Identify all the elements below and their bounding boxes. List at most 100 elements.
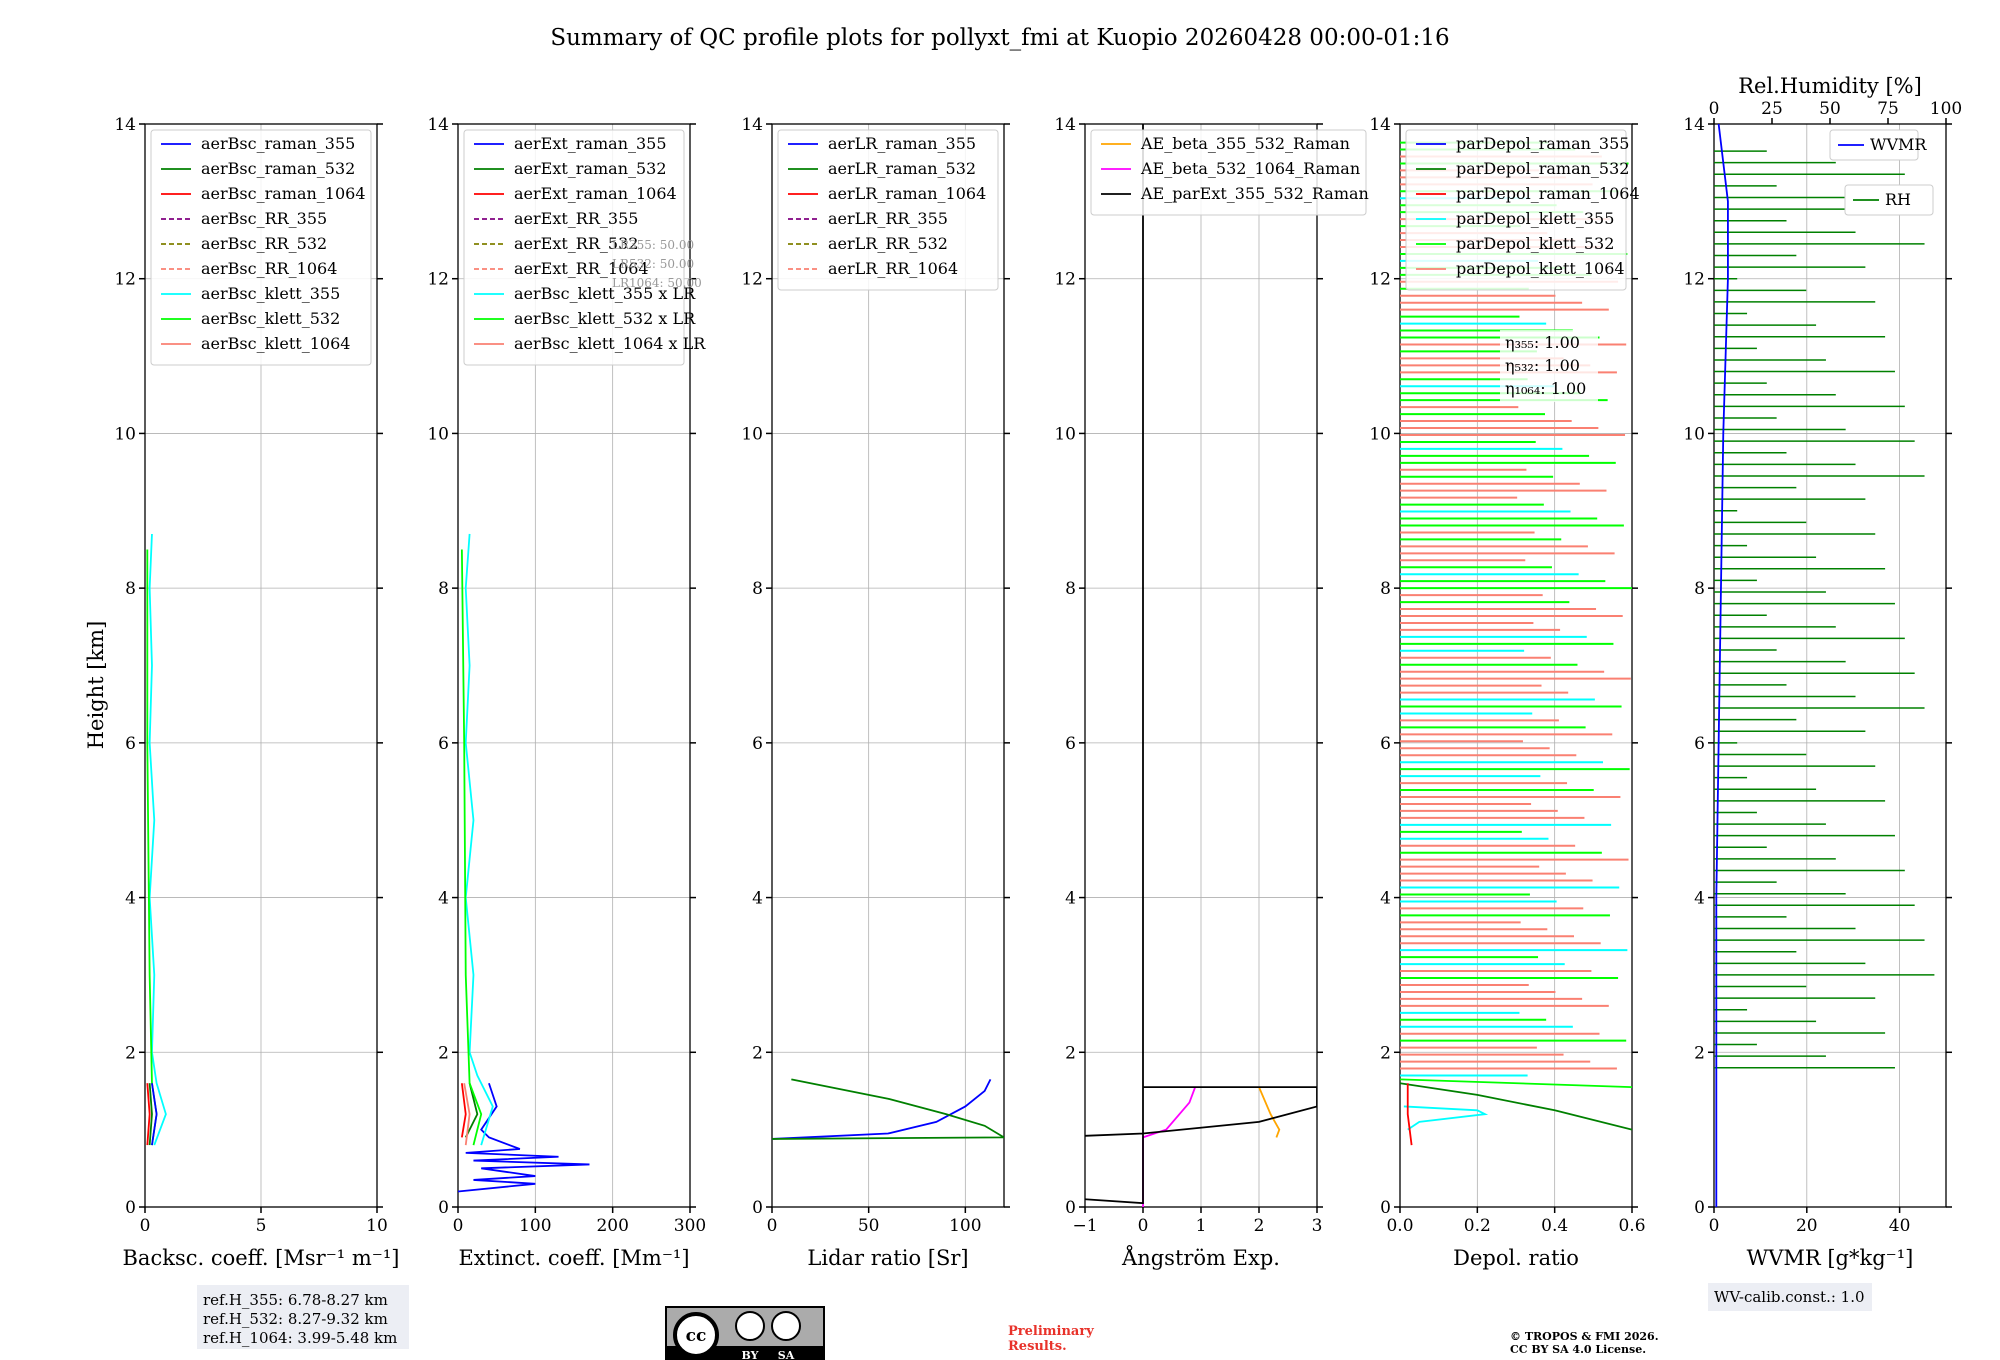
series-aerBsc_raman_1064 bbox=[146, 1083, 151, 1146]
figure-title: Summary of QC profile plots for pollyxt_… bbox=[550, 25, 1449, 51]
top-x-tick-label: 0 bbox=[1709, 99, 1720, 119]
series-aerLR_raman_355 bbox=[772, 1078, 992, 1140]
y-tick-label: 12 bbox=[1369, 270, 1391, 290]
cc-license-badge: cc BY SA bbox=[665, 1306, 825, 1360]
legend-label: aerBsc_klett_532 x LR bbox=[514, 309, 696, 328]
y-tick-label: 8 bbox=[438, 579, 449, 599]
y-tick-label: 6 bbox=[1065, 734, 1076, 754]
y-axis-label: Height [km] bbox=[84, 621, 108, 750]
legend-label: aerLR_raman_1064 bbox=[828, 184, 986, 203]
y-tick-label: 6 bbox=[125, 734, 136, 754]
ref-h-355: ref.H_355: 6.78-8.27 km bbox=[203, 1291, 388, 1309]
x-tick-label: 200 bbox=[596, 1216, 628, 1236]
plot-area bbox=[1400, 141, 1632, 1146]
results-label: Results. bbox=[1008, 1339, 1067, 1354]
legend-label: aerBsc_klett_532 bbox=[201, 309, 340, 328]
legend-label: AE_beta_532_1064_Raman bbox=[1140, 159, 1360, 178]
legend-label: aerBsc_RR_532 bbox=[201, 234, 327, 253]
y-tick-label: 4 bbox=[1694, 889, 1705, 909]
y-tick-label: 2 bbox=[752, 1043, 763, 1063]
y-tick-label: 14 bbox=[114, 115, 136, 135]
copyright-line-2: CC BY SA 4.0 License. bbox=[1510, 1343, 1646, 1356]
y-tick-label: 6 bbox=[752, 734, 763, 754]
plot-area bbox=[458, 533, 590, 1193]
legend-box bbox=[1405, 129, 1627, 291]
legend-label: aerBsc_klett_355 x LR bbox=[514, 284, 696, 303]
x-tick-label: 0.4 bbox=[1541, 1216, 1568, 1236]
y-tick-label: 8 bbox=[1065, 579, 1076, 599]
y-tick-label: 0 bbox=[125, 1198, 136, 1218]
y-tick-label: 10 bbox=[1369, 424, 1391, 444]
legend-box bbox=[463, 129, 685, 366]
series-parDepol_raman_1064 bbox=[1406, 1083, 1413, 1146]
legend-label: parDepol_raman_1064 bbox=[1456, 184, 1640, 203]
plot-area bbox=[1085, 124, 1317, 1207]
legend-box bbox=[777, 129, 999, 291]
y-tick-label: 12 bbox=[1054, 270, 1076, 290]
y-tick-label: 12 bbox=[741, 270, 763, 290]
x-tick-label: 300 bbox=[674, 1216, 706, 1236]
legend-label: aerBsc_klett_1064 x LR bbox=[514, 334, 706, 353]
y-tick-label: 4 bbox=[1380, 889, 1391, 909]
y-tick-label: 2 bbox=[1694, 1043, 1705, 1063]
x-tick-label: 0.2 bbox=[1464, 1216, 1491, 1236]
x-tick-label: 5 bbox=[256, 1216, 267, 1236]
y-tick-label: 2 bbox=[438, 1043, 449, 1063]
x-axis-label: Ångström Exp. bbox=[1121, 1245, 1280, 1270]
y-tick-label: 4 bbox=[438, 889, 449, 909]
series-parDepol_klett_355 bbox=[1403, 1105, 1489, 1131]
y-tick-label: 2 bbox=[125, 1043, 136, 1063]
x-tick-label: 100 bbox=[949, 1216, 981, 1236]
legend-label: aerExt_RR_355 bbox=[514, 209, 638, 228]
x-tick-label: 0.0 bbox=[1386, 1216, 1413, 1236]
y-tick-label: 10 bbox=[1054, 424, 1076, 444]
x-axis-label: WVMR [g*kg⁻¹] bbox=[1747, 1246, 1914, 1270]
y-tick-label: 0 bbox=[438, 1198, 449, 1218]
legend-label: aerExt_raman_532 bbox=[514, 159, 667, 178]
legend-label: aerBsc_RR_1064 bbox=[201, 259, 337, 278]
y-tick-label: 14 bbox=[427, 115, 449, 135]
top-x-tick-label: 25 bbox=[1761, 99, 1783, 119]
panel-1: 0 2 4 6 8 10 12 14 0 100 200 300 Extinct. coeff. [Mm… bbox=[427, 115, 706, 1270]
x-tick-label: 0 bbox=[767, 1216, 778, 1236]
plot-area bbox=[772, 1078, 1004, 1140]
series-WVMR bbox=[1715, 124, 1729, 1207]
axes-frame bbox=[1084, 123, 1318, 1208]
x-tick-label: 0 bbox=[453, 1216, 464, 1236]
x-tick-label: 100 bbox=[519, 1216, 551, 1236]
panel-4: 0 2 4 6 8 10 12 14 0.0 0.2 0.4 0.6 Depol. ratio parDe… bbox=[1369, 115, 1645, 1270]
panel-2: 0 2 4 6 8 10 12 14 0 50 100 Lidar ratio [Sr] aerLR_r… bbox=[741, 115, 1010, 1270]
lr-label: LR355: 50.00 bbox=[612, 238, 694, 252]
y-tick-label: 4 bbox=[1065, 889, 1076, 909]
lr-label: LR1064: 50.00 bbox=[612, 276, 702, 290]
y-tick-label: 10 bbox=[427, 424, 449, 444]
legend-box bbox=[1090, 129, 1367, 216]
eta-label: η₅₃₂: 1.00 bbox=[1505, 356, 1580, 375]
legend-label: parDepol_klett_355 bbox=[1456, 209, 1614, 228]
y-tick-label: 12 bbox=[114, 270, 136, 290]
legend-label: aerBsc_klett_355 bbox=[201, 284, 340, 303]
y-tick-label: 6 bbox=[1694, 734, 1705, 754]
y-tick-label: 0 bbox=[1380, 1198, 1391, 1218]
series-AE_beta_532_1064_Raman bbox=[1142, 1086, 1197, 1207]
y-tick-label: 10 bbox=[741, 424, 763, 444]
eta-label: η₃₅₅: 1.00 bbox=[1505, 333, 1580, 352]
series-aerLR_raman_532 bbox=[772, 1078, 1004, 1140]
series-aerExt_raman_1064 bbox=[460, 1083, 467, 1138]
ref-h-1064: ref.H_1064: 3.99-5.48 km bbox=[203, 1329, 397, 1347]
legend-label: aerBsc_raman_532 bbox=[201, 159, 355, 178]
x-tick-label: 0.6 bbox=[1618, 1216, 1645, 1236]
y-tick-label: 14 bbox=[1054, 115, 1076, 135]
legend-label: parDepol_klett_1064 bbox=[1456, 259, 1625, 278]
x-tick-label: 20 bbox=[1796, 1216, 1818, 1236]
legend-label: aerLR_RR_532 bbox=[828, 234, 948, 253]
wv-calib-box: WV-calib.const.: 1.0 bbox=[1708, 1283, 1872, 1311]
y-tick-label: 10 bbox=[1683, 424, 1705, 444]
y-tick-label: 2 bbox=[1065, 1043, 1076, 1063]
series-aerBsc_klett_355 x LR bbox=[464, 533, 494, 1146]
y-tick-label: 4 bbox=[125, 889, 136, 909]
y-tick-label: 4 bbox=[752, 889, 763, 909]
